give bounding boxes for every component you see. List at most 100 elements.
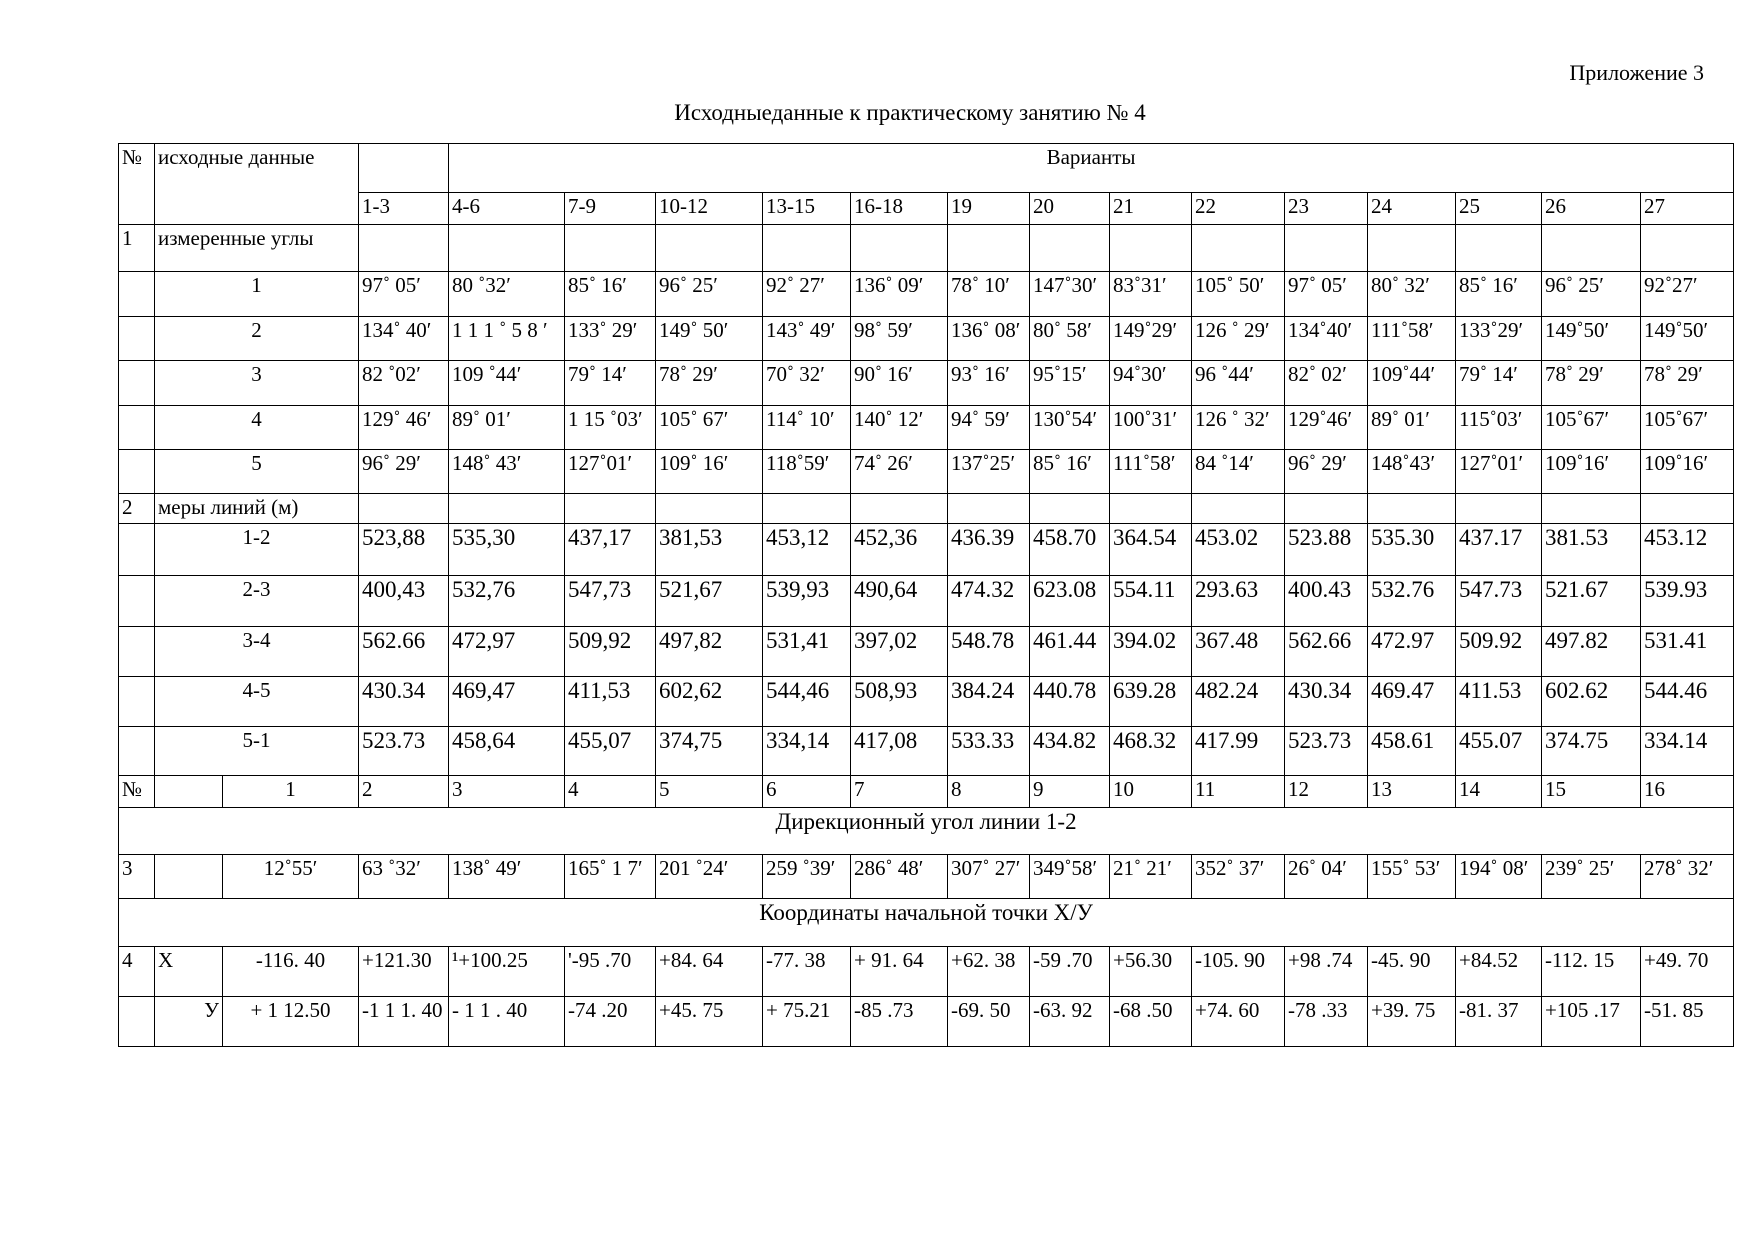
value-cell: 547.73: [1455, 575, 1542, 627]
row-label: 2: [154, 316, 359, 361]
empty-cell: [564, 493, 656, 524]
empty-cell: [118, 726, 155, 776]
value-cell: 458.61: [1367, 726, 1456, 776]
table-row: 3 82 ˚02′ 109 ˚44′ 79˚ 14′ 78˚ 29′ 70˚ 32′ 90˚…: [118, 360, 1735, 406]
value-cell: 535.30: [1367, 523, 1456, 576]
value-cell: +84.52: [1455, 946, 1542, 997]
value-cell: 148˚43′: [1367, 449, 1456, 494]
value-cell: 70˚ 32′: [762, 360, 851, 406]
value-cell: 352˚ 37′: [1191, 854, 1285, 899]
value-cell: 133˚29′: [1455, 316, 1542, 361]
value-cell: + 75.21: [762, 996, 851, 1047]
value-cell: 293.63: [1191, 575, 1285, 627]
index-cell: 14: [1455, 775, 1542, 808]
value-cell: 126 ˚ 32′: [1191, 405, 1285, 450]
value-cell: 367.48: [1191, 626, 1285, 677]
value-cell: 286˚ 48′: [850, 854, 948, 899]
table-row: Координаты начальной точки Х/У: [117, 898, 1735, 947]
value-cell: 26˚ 04′: [1284, 854, 1368, 899]
empty-cell: [118, 676, 155, 727]
value-cell: 532.76: [1367, 575, 1456, 627]
value-cell: +84. 64: [655, 946, 763, 997]
value-cell: -59 .70: [1029, 946, 1110, 997]
value-cell: 623.08: [1029, 575, 1110, 627]
empty-cell: [1541, 493, 1641, 524]
row-label: 5-1: [154, 726, 359, 776]
variant-header: 27: [1639, 192, 1735, 225]
value-cell: 78˚ 29′: [1541, 360, 1641, 406]
value-cell: -51. 85: [1639, 996, 1735, 1047]
empty-cell: [118, 449, 155, 494]
value-cell: +56.30: [1109, 946, 1192, 997]
value-cell: 92˚ 27′: [762, 271, 851, 317]
empty-cell: [850, 224, 948, 272]
value-cell: 523.73: [358, 726, 449, 776]
value-cell: 149˚50′: [1639, 316, 1735, 361]
value-cell: 523,88: [358, 523, 449, 576]
variant-header: 20: [1029, 192, 1110, 225]
empty-cell: [947, 493, 1030, 524]
index-cell: 8: [947, 775, 1030, 808]
section-number: 2: [118, 493, 155, 524]
value-cell: 79˚ 14′: [564, 360, 656, 406]
empty-cell: [1109, 224, 1192, 272]
value-cell: 94˚ 59′: [947, 405, 1030, 450]
value-cell: -81. 37: [1455, 996, 1542, 1047]
value-cell: 364.54: [1109, 523, 1192, 576]
value-cell: 109˚16′: [1639, 449, 1735, 494]
empty-cell: [1455, 224, 1542, 272]
table-row: 1-2 523,88 535,30 437,17 381,53 453,12 452,36 4…: [118, 523, 1735, 576]
value-cell: 114˚ 10′: [762, 405, 851, 450]
value-cell: 381,53: [655, 523, 763, 576]
empty-cell: [118, 360, 155, 406]
variant-header: 7-9: [564, 192, 656, 225]
row-label: 2-3: [154, 575, 359, 627]
empty-cell: [850, 493, 948, 524]
value-cell: 539,93: [762, 575, 851, 627]
section-label: измеренные углы: [154, 224, 359, 272]
row-label: 4: [154, 405, 359, 450]
value-cell: 374.75: [1541, 726, 1641, 776]
value-cell: 85˚ 16′: [1029, 449, 1110, 494]
table-row: 2 134˚ 40′ 1 1 1 ˚ 5 8 ′ 133˚ 29′ 149˚ 50′ 14…: [118, 316, 1735, 361]
value-cell: 118˚59′: [762, 449, 851, 494]
value-cell: 417.99: [1191, 726, 1285, 776]
variant-header: 24: [1367, 192, 1456, 225]
table-row: 5-1 523.73 458,64 455,07 374,75 334,14 417,08 5…: [118, 726, 1735, 776]
empty-cell: [1639, 224, 1735, 272]
index-cell: 16: [1639, 775, 1735, 808]
section-number: 1: [118, 224, 155, 272]
value-cell: 472,97: [448, 626, 565, 677]
value-cell: 539.93: [1639, 575, 1735, 627]
value-cell: 149˚50′: [1541, 316, 1641, 361]
value-cell: -1 1 1. 40: [358, 996, 449, 1047]
empty-cell: [358, 493, 449, 524]
empty-cell: [448, 224, 565, 272]
value-cell: 97˚ 05′: [1284, 271, 1368, 317]
value-cell: 394.02: [1109, 626, 1192, 677]
value-cell: 458,64: [448, 726, 565, 776]
variant-header: 21: [1109, 192, 1192, 225]
variant-header: 4-6: [448, 192, 565, 225]
value-cell: 89˚ 01′: [448, 405, 565, 450]
row-label: 5: [154, 449, 359, 494]
value-cell: 96˚ 25′: [1541, 271, 1641, 317]
empty-cell: [1109, 493, 1192, 524]
value-cell: 602,62: [655, 676, 763, 727]
value-cell: 437,17: [564, 523, 656, 576]
value-cell: 201 ˚24′: [655, 854, 763, 899]
value-cell: 1 15 ˚03′: [564, 405, 656, 450]
table-row: 3-4 562.66 472,97 509,92 497,82 531,41 397,02 5…: [118, 626, 1735, 677]
value-cell: -77. 38: [762, 946, 851, 997]
value-cell: 490,64: [850, 575, 948, 627]
value-cell: 523.73: [1284, 726, 1368, 776]
index-cell: 4: [564, 775, 656, 808]
empty-cell: [1029, 224, 1110, 272]
row-label: 1: [154, 271, 359, 317]
table-row: 1 97˚ 05′ 80 ˚32′ 85˚ 16′ 96˚ 25′ 92˚ 27′ 136˚…: [118, 271, 1735, 317]
index-cell: 9: [1029, 775, 1110, 808]
value-cell: 105˚67′: [1639, 405, 1735, 450]
table-row: № исходные данные Варианты: [118, 143, 1735, 225]
index-cell: 7: [850, 775, 948, 808]
value-cell: 98˚ 59′: [850, 316, 948, 361]
